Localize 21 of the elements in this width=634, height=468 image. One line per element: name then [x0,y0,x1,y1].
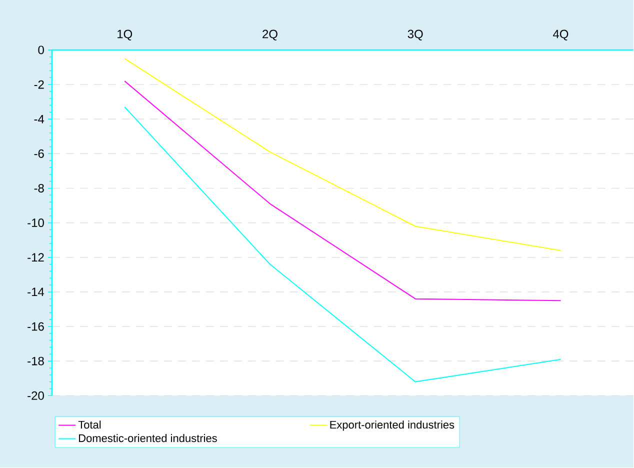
line-series [124,58,562,252]
x-tick-label: 1Q [118,30,132,41]
line-series [124,80,562,302]
y-tick-label: -12 [28,253,44,262]
x-tick-label: 4Q [553,30,568,41]
legend-label: Domestic-oriented industries [79,434,217,442]
y-tick-label: -6 [34,150,44,158]
y-tick-label: 0 [38,46,44,54]
y-tick-label: -2 [34,80,44,89]
y-tick-label: -14 [28,288,44,296]
y-tick-label: -16 [28,322,44,331]
y-tick-label: -4 [34,115,44,124]
legend-label: Export-oriented industries [330,420,454,432]
y-tick-label: -20 [28,392,44,400]
x-tick-label: 3Q [408,30,423,41]
line-series [124,106,562,383]
y-tick-label: -10 [28,218,44,228]
x-tick-label: 2Q [262,30,278,41]
legend-label: Total [78,420,101,429]
y-tick-label: -8 [34,184,44,193]
y-tick-label: -18 [28,357,44,366]
